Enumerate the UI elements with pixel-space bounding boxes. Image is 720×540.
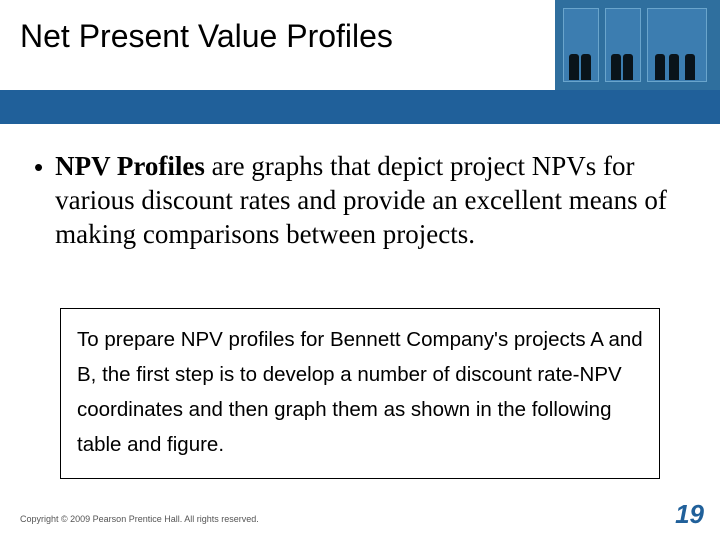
title-area: Net Present Value Profiles bbox=[20, 18, 393, 55]
bullet-marker: • bbox=[34, 150, 43, 184]
silhouette-icon bbox=[685, 54, 695, 80]
bullet-block: • NPV Profiles are graphs that depict pr… bbox=[34, 150, 686, 251]
silhouette-icon bbox=[623, 54, 633, 80]
silhouette-icon bbox=[569, 54, 579, 80]
bullet-row: • NPV Profiles are graphs that depict pr… bbox=[34, 150, 686, 251]
divider-bar bbox=[0, 90, 720, 124]
silhouette-icon bbox=[655, 54, 665, 80]
callout-box: To prepare NPV profiles for Bennett Comp… bbox=[60, 308, 660, 479]
page-number: 19 bbox=[675, 499, 704, 530]
slide: Net Present Value Profiles • NPV Profile… bbox=[0, 0, 720, 540]
silhouette-icon bbox=[669, 54, 679, 80]
silhouette-icon bbox=[581, 54, 591, 80]
header-decorative-image bbox=[555, 0, 720, 90]
callout-text: To prepare NPV profiles for Bennett Comp… bbox=[77, 323, 643, 462]
slide-title: Net Present Value Profiles bbox=[20, 18, 393, 55]
bullet-bold-lead: NPV Profiles bbox=[55, 151, 205, 181]
bullet-text: NPV Profiles are graphs that depict proj… bbox=[55, 150, 686, 251]
silhouette-icon bbox=[611, 54, 621, 80]
copyright-text: Copyright © 2009 Pearson Prentice Hall. … bbox=[20, 514, 259, 524]
